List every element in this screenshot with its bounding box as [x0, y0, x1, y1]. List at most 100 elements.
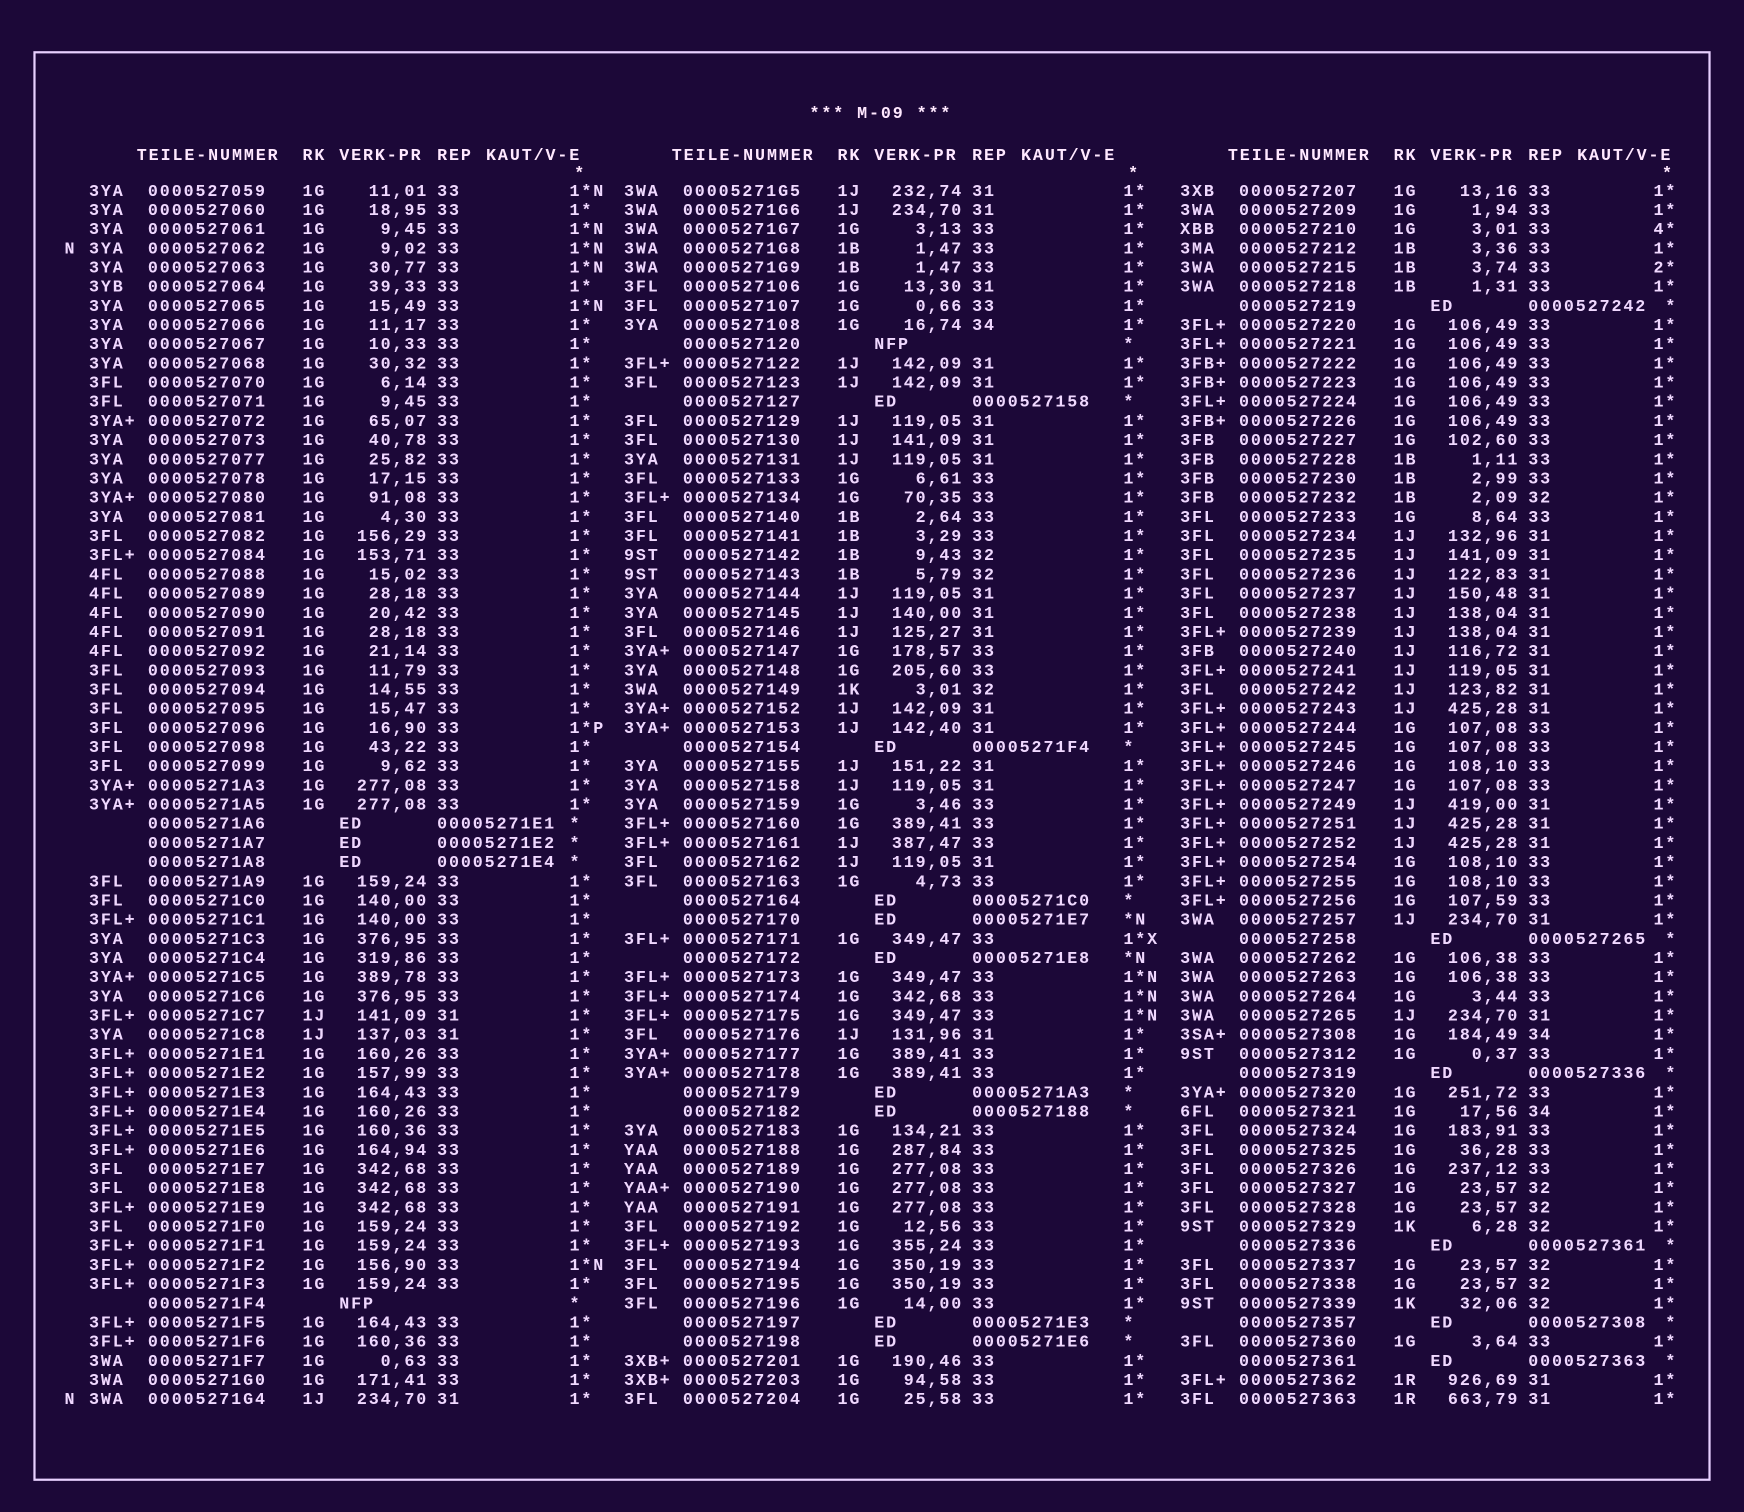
- flag: 1*: [1653, 605, 1677, 624]
- part-group: 3FL+: [89, 1046, 137, 1065]
- price: 108,10: [1448, 873, 1519, 892]
- price: 119,05: [1448, 662, 1519, 681]
- part-group: 3FL+: [1180, 816, 1228, 835]
- rep-code: 33: [972, 931, 996, 950]
- price: 234,70: [892, 202, 963, 221]
- flag: 1*: [1653, 643, 1677, 662]
- rk-code: 1G: [1394, 1103, 1418, 1122]
- rk-code: 1J: [1394, 643, 1418, 662]
- rep-code: 33: [972, 1123, 996, 1142]
- price: 0,37: [1472, 1046, 1520, 1065]
- rep-code: 33: [972, 259, 996, 278]
- price: 13,30: [904, 279, 963, 298]
- price: 15,02: [369, 566, 428, 585]
- rep-code: 33: [437, 221, 461, 240]
- page-title: *** M-09 ***: [810, 105, 953, 124]
- rk-code: 1J: [1394, 816, 1418, 835]
- part-number: 0000527092: [148, 643, 267, 662]
- price: 32,06: [1460, 1295, 1519, 1314]
- part-group: 3YA+: [624, 1065, 672, 1084]
- row-marker: N: [65, 240, 77, 259]
- price: 376,95: [357, 931, 428, 950]
- price: 106,49: [1448, 394, 1519, 413]
- part-group: 3FB: [1180, 490, 1216, 509]
- rk-code: 1G: [838, 1008, 862, 1027]
- rk-code: 1G: [303, 777, 327, 796]
- rk-code: 1G: [838, 1199, 862, 1218]
- part-number: 0000527328: [1239, 1199, 1358, 1218]
- price: 389,78: [357, 969, 428, 988]
- rep-code: 33: [437, 413, 461, 432]
- part-group: 3YA: [89, 317, 125, 336]
- part-number: 00005271E8: [148, 1180, 267, 1199]
- price: 419,00: [1448, 797, 1519, 816]
- part-number: 0000527129: [683, 413, 802, 432]
- rep-code: 33: [437, 605, 461, 624]
- status: ED: [1430, 1353, 1454, 1372]
- rep-code: 33: [437, 1046, 461, 1065]
- part-number: 0000527063: [148, 259, 267, 278]
- flag: 1*: [1653, 1391, 1677, 1410]
- part-group: 3YA: [89, 298, 125, 317]
- part-number: 0000527244: [1239, 720, 1358, 739]
- part-group: 3FL: [624, 873, 660, 892]
- part-group: 3FL+: [89, 1103, 137, 1122]
- part-number: 0000527215: [1239, 259, 1358, 278]
- flag: 1*: [1123, 355, 1147, 374]
- flag: 1*: [1123, 221, 1147, 240]
- flag: 1*: [1123, 528, 1147, 547]
- status: ED: [874, 394, 898, 413]
- replacement-number: 00005271E6: [972, 1334, 1091, 1353]
- flag: 1*N: [1123, 1008, 1159, 1027]
- flag: *: [1665, 1238, 1677, 1257]
- price: 6,14: [381, 375, 429, 394]
- replacement-number: 0000527265: [1528, 931, 1647, 950]
- price: 16,74: [904, 317, 963, 336]
- flag: 1*: [569, 1027, 593, 1046]
- price: 151,22: [892, 758, 963, 777]
- flag: 1*: [569, 931, 593, 950]
- rep-code: 33: [437, 1219, 461, 1238]
- part-group: 3FL: [89, 892, 125, 911]
- rk-code: 1B: [838, 547, 862, 566]
- part-number: 0000527152: [683, 701, 802, 720]
- price: 23,57: [1460, 1276, 1519, 1295]
- rk-code: 1J: [303, 1391, 327, 1410]
- rk-code: 1K: [1394, 1295, 1418, 1314]
- rk-code: 1J: [303, 1027, 327, 1046]
- header-part-number: TEILE-NUMMER: [137, 147, 280, 166]
- flag: 1*: [569, 1065, 593, 1084]
- rk-code: 1G: [303, 1084, 327, 1103]
- price: 1,47: [916, 240, 964, 259]
- rk-code: 1G: [303, 701, 327, 720]
- rk-code: 1J: [838, 605, 862, 624]
- rk-code: 1G: [303, 470, 327, 489]
- rep-code: 33: [437, 662, 461, 681]
- flag: 1*: [1653, 432, 1677, 451]
- flag: 1*: [1653, 509, 1677, 528]
- replacement-number: 00005271E7: [972, 912, 1091, 931]
- rep-code: 32: [1528, 1276, 1552, 1295]
- rk-code: 1B: [1394, 490, 1418, 509]
- part-number: 00005271E3: [148, 1084, 267, 1103]
- part-group: 3FB: [1180, 470, 1216, 489]
- part-number: 00005271G5: [683, 183, 802, 202]
- part-group: 3FL: [624, 1027, 660, 1046]
- flag: 1*: [569, 681, 593, 700]
- rk-code: 1G: [303, 490, 327, 509]
- rk-code: 1G: [303, 1065, 327, 1084]
- status: ED: [1430, 1238, 1454, 1257]
- replacement-number: 00005271E1: [437, 816, 556, 835]
- part-number: 0000527222: [1239, 355, 1358, 374]
- flag: 1*: [569, 490, 593, 509]
- rep-code: 33: [972, 298, 996, 317]
- flag: 1*: [1123, 279, 1147, 298]
- part-number: 0000527357: [1239, 1314, 1358, 1333]
- rk-code: 1G: [303, 317, 327, 336]
- rk-code: 1J: [1394, 605, 1418, 624]
- part-number: 00005271G8: [683, 240, 802, 259]
- rk-code: 1G: [838, 1065, 862, 1084]
- price: 140,00: [357, 892, 428, 911]
- flag: *: [1123, 739, 1135, 758]
- rep-code: 33: [437, 470, 461, 489]
